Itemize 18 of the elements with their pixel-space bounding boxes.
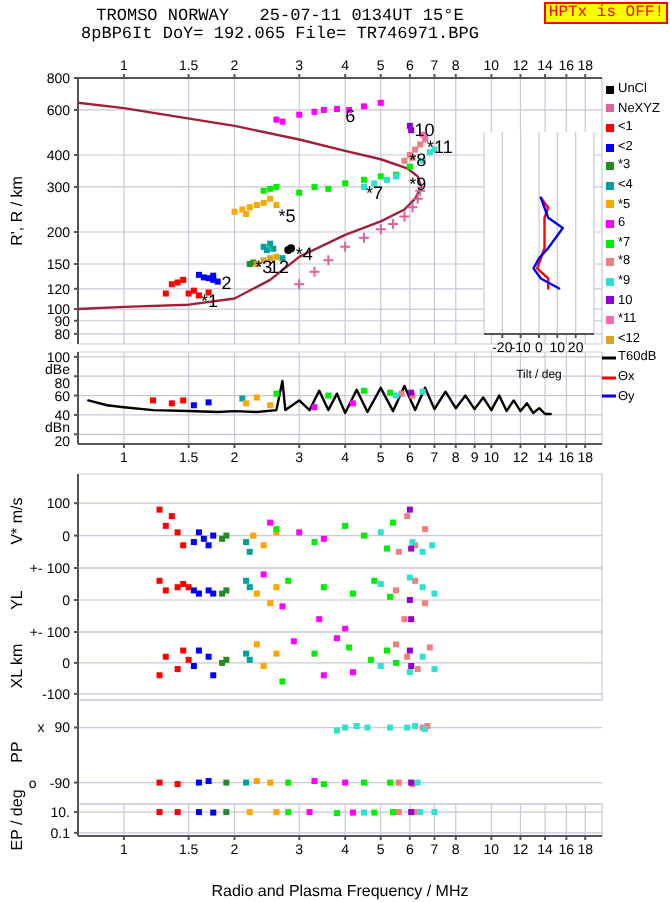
y-axis-title: V* m/s	[7, 497, 26, 545]
y-axis-title: EP / deg	[7, 789, 26, 851]
text: HPTx is OFF!	[544, 2, 668, 24]
y-axis-title: XL km	[7, 642, 26, 689]
annotation: *7	[365, 183, 383, 204]
y-axis-title: PP	[7, 741, 26, 763]
annotation: 2	[221, 272, 232, 293]
y-axis-title: YL	[7, 589, 26, 610]
annotation: *11	[427, 137, 453, 158]
y-axis-title: R', R / km	[7, 175, 26, 246]
annotation: *8	[409, 149, 427, 170]
chart-title: TROMSO NORWAY 25-07-11 0134UT 15°E	[96, 6, 464, 26]
annotation: 10	[414, 119, 435, 140]
annotation: *5	[278, 205, 296, 226]
chart-subtitle: 8pBP6It DoY= 192.065 File= TR746971.BPG	[79, 24, 481, 44]
annotation: *3	[255, 256, 273, 277]
annotation: 12	[268, 256, 289, 277]
x-axis-title: Radio and Plasma Frequency / MHz	[211, 882, 469, 900]
